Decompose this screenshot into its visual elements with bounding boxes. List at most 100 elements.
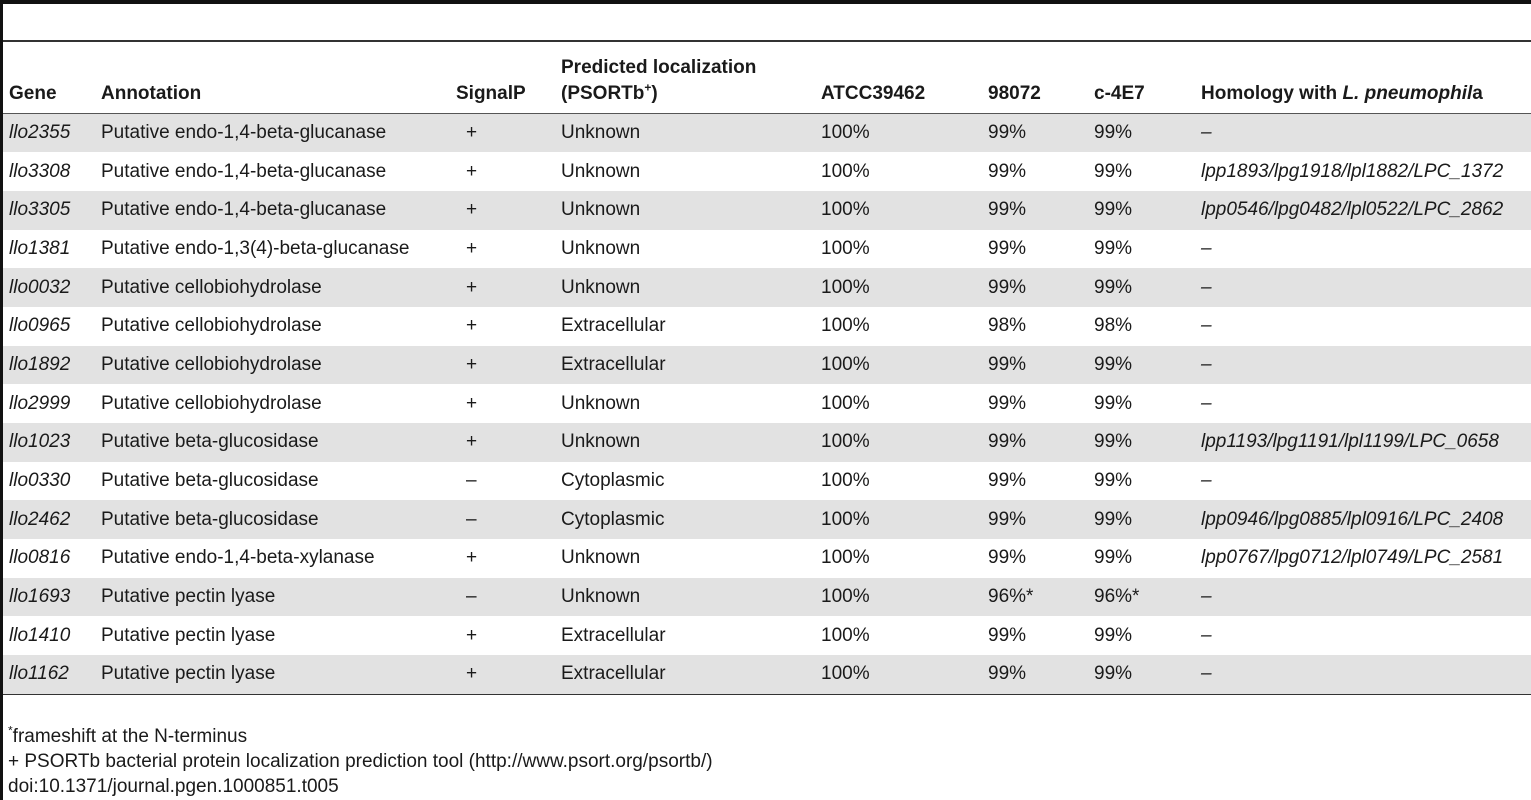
table-row: llo1381 Putative endo-1,3(4)-beta-glucana… (3, 230, 1531, 269)
table-row: llo3308 Putative endo-1,4-beta-glucanase +… (3, 152, 1531, 191)
footnote-frameshift: *frameshift at the N-terminus (8, 724, 713, 749)
header-row: Gene Annotation SignalP Predicted locali… (3, 41, 1531, 113)
cell-signalp: + (466, 547, 478, 569)
header-homology-italic: L. pneumophil (1342, 82, 1473, 104)
cell-atcc: 100% (821, 508, 870, 530)
cell-gene: llo2355 (9, 121, 71, 143)
cell-c4e7: 99% (1094, 121, 1133, 143)
cell-homology: – (1201, 586, 1212, 608)
cell-gene: llo1381 (9, 237, 71, 259)
header-localization-post: ) (651, 82, 658, 104)
cell-atcc: 100% (821, 470, 870, 492)
gene-table: Gene Annotation SignalP Predicted locali… (3, 40, 1531, 695)
footnote-doi: doi:10.1371/journal.pgen.1000851.t005 (8, 776, 339, 797)
cell-98072: 99% (988, 237, 1027, 259)
cell-c4e7: 99% (1094, 508, 1133, 530)
footnote-asterisk: * (8, 723, 13, 738)
header-homology-post: a (1472, 82, 1483, 104)
cell-c4e7: 99% (1094, 470, 1133, 492)
header-localization: Predicted localization (PSORTb+) (555, 41, 815, 113)
cell-localization: Extracellular (561, 315, 666, 337)
header-localization-line1: Predicted localization (561, 56, 757, 78)
header-homology: Homology with L. pneumophila (1195, 41, 1531, 113)
cell-localization: Cytoplasmic (561, 470, 665, 492)
footnote-frameshift-text: frameshift at the N-terminus (12, 726, 248, 747)
cell-gene: llo0330 (9, 470, 71, 492)
cell-atcc: 100% (821, 663, 870, 685)
cell-localization: Unknown (561, 586, 641, 608)
cell-98072: 99% (988, 353, 1027, 375)
cell-homology: – (1201, 315, 1212, 337)
table-row: llo0032 Putative cellobiohydrolase + Unknow… (3, 268, 1531, 307)
cell-98072: 99% (988, 663, 1027, 685)
cell-homology: lpp1893/lpg1918/lpl1882/LPC_1372 (1201, 160, 1504, 182)
table-row: llo1023 Putative beta-glucosidase + Unknown… (3, 423, 1531, 462)
cell-gene: llo1023 (9, 431, 71, 453)
cell-c4e7: 99% (1094, 353, 1133, 375)
cell-signalp: – (466, 586, 477, 608)
cell-localization: Unknown (561, 431, 641, 453)
cell-annotation: Putative cellobiohydrolase (101, 276, 322, 298)
cell-c4e7: 98% (1094, 315, 1133, 337)
table-row: llo2462 Putative beta-glucosidase – Cytopla… (3, 500, 1531, 540)
cell-gene: llo2462 (9, 508, 71, 530)
table-row: llo1162 Putative pectin lyase + Extracellul… (3, 655, 1531, 695)
cell-localization: Unknown (561, 276, 641, 298)
cell-annotation: Putative endo-1,4-beta-glucanase (101, 160, 387, 182)
cell-atcc: 100% (821, 392, 870, 414)
cell-atcc: 100% (821, 547, 870, 569)
cell-annotation: Putative beta-glucosidase (101, 508, 319, 530)
cell-annotation: Putative endo-1,4-beta-glucanase (101, 199, 387, 221)
cell-c4e7: 99% (1094, 624, 1133, 646)
table-container: Gene Annotation SignalP Predicted locali… (3, 40, 1531, 695)
left-border (0, 0, 3, 800)
cell-signalp: + (466, 276, 478, 298)
cell-homology: lpp0546/lpg0482/lpl0522/LPC_2862 (1201, 199, 1504, 221)
cell-localization: Unknown (561, 160, 641, 182)
cell-signalp: + (466, 353, 478, 375)
cell-annotation: Putative beta-glucosidase (101, 431, 319, 453)
header-c4e7: c-4E7 (1094, 82, 1145, 104)
cell-gene: llo0032 (9, 276, 71, 298)
cell-98072: 99% (988, 392, 1027, 414)
header-localization-pre: (PSORTb (561, 82, 645, 104)
cell-localization: Unknown (561, 199, 641, 221)
cell-homology: – (1201, 392, 1212, 414)
cell-homology: – (1201, 353, 1212, 375)
cell-signalp: + (466, 315, 478, 337)
cell-localization: Extracellular (561, 663, 666, 685)
cell-atcc: 100% (821, 586, 870, 608)
cell-signalp: + (466, 121, 478, 143)
cell-homology: – (1201, 663, 1212, 685)
cell-annotation: Putative endo-1,4-beta-xylanase (101, 547, 375, 569)
cell-annotation: Putative cellobiohydrolase (101, 315, 322, 337)
cell-homology: – (1201, 470, 1212, 492)
cell-98072: 99% (988, 160, 1027, 182)
cell-98072: 99% (988, 547, 1027, 569)
cell-signalp: + (466, 431, 478, 453)
cell-98072: 99% (988, 199, 1027, 221)
cell-annotation: Putative cellobiohydrolase (101, 353, 322, 375)
table-row: llo1892 Putative cellobiohydrolase + Extrac… (3, 345, 1531, 385)
cell-localization: Unknown (561, 392, 641, 414)
cell-atcc: 100% (821, 160, 870, 182)
cell-98072: 99% (988, 508, 1027, 530)
header-annotation: Annotation (101, 82, 202, 104)
cell-98072: 99% (988, 470, 1027, 492)
cell-localization: Unknown (561, 121, 641, 143)
cell-homology: lpp0767/lpg0712/lpl0749/LPC_2581 (1201, 547, 1504, 569)
cell-homology: – (1201, 121, 1212, 143)
cell-gene: llo0816 (9, 547, 71, 569)
cell-gene: llo3305 (9, 199, 71, 221)
cell-98072: 99% (988, 276, 1027, 298)
cell-c4e7: 99% (1094, 431, 1133, 453)
cell-atcc: 100% (821, 237, 870, 259)
cell-signalp: + (466, 160, 478, 182)
cell-gene: llo0965 (9, 315, 71, 337)
cell-localization: Unknown (561, 237, 641, 259)
header-homology-pre: Homology with (1201, 82, 1343, 104)
cell-atcc: 100% (821, 431, 870, 453)
cell-c4e7: 99% (1094, 547, 1133, 569)
cell-atcc: 100% (821, 315, 870, 337)
cell-signalp: + (466, 237, 478, 259)
